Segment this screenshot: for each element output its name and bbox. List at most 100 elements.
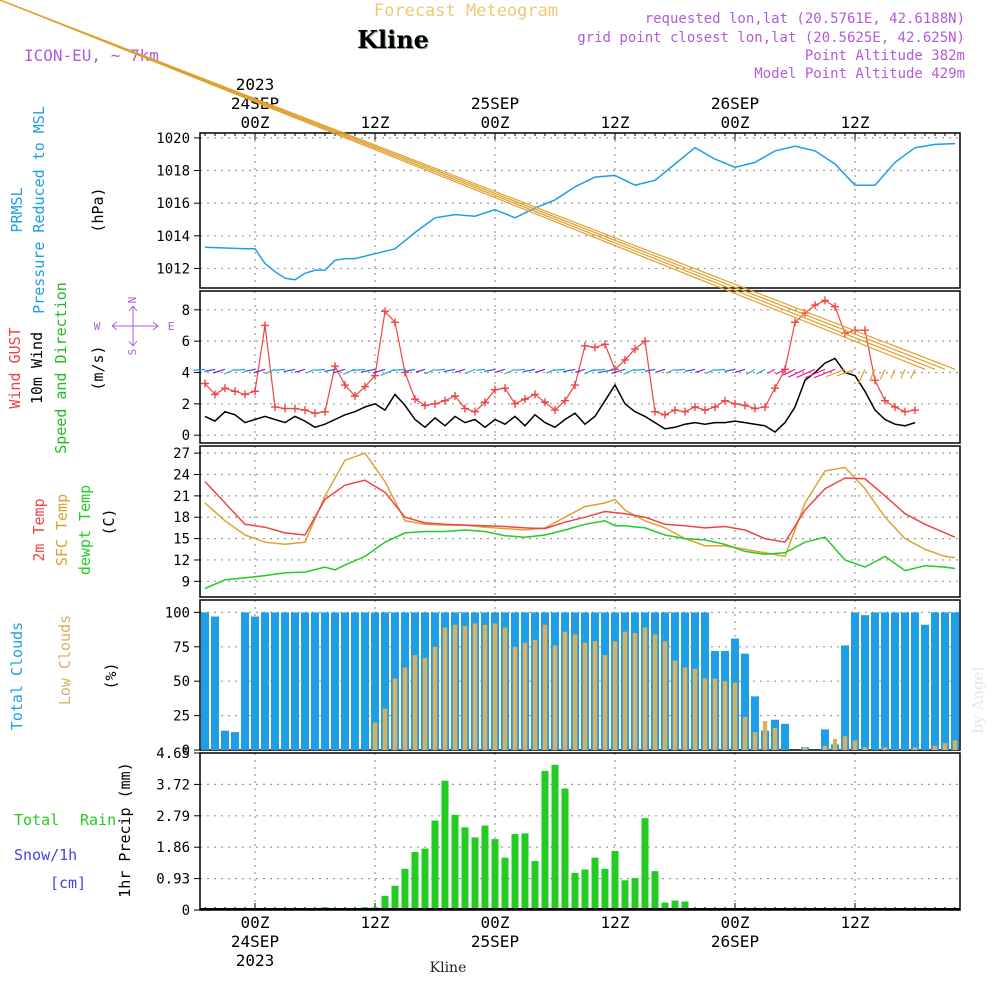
clouds-tick-label: 100 bbox=[165, 605, 190, 621]
gust-marker bbox=[461, 404, 469, 413]
wind-arrow bbox=[504, 368, 516, 375]
time-label: 12Z bbox=[601, 913, 630, 932]
total-cloud-bar bbox=[261, 612, 269, 750]
pressure-label-short: PRMSL bbox=[8, 187, 26, 232]
pressure-line bbox=[204, 142, 956, 281]
time-label: 24SEP bbox=[231, 94, 279, 113]
wind-arrow bbox=[0, 0, 956, 370]
footer-location: Kline bbox=[430, 960, 467, 976]
wind-arrow bbox=[724, 368, 736, 372]
precip-bar bbox=[641, 818, 649, 910]
wind-arrow bbox=[404, 368, 416, 373]
wind-frame bbox=[199, 290, 961, 444]
low-cloud-bar bbox=[682, 667, 688, 750]
total-cloud-bar bbox=[841, 645, 849, 750]
gust-marker bbox=[551, 406, 559, 415]
temp-unit: (C) bbox=[100, 508, 118, 535]
wind-arrow bbox=[464, 368, 476, 375]
gust-marker bbox=[791, 318, 799, 327]
wind-arrow bbox=[534, 368, 546, 373]
low-cloud-bar bbox=[702, 678, 708, 750]
plot-layer: 1012101410161018102002468912151821242702… bbox=[0, 0, 961, 919]
wind-arrow bbox=[435, 368, 446, 371]
clouds-tick-label: 25 bbox=[173, 709, 190, 725]
wind-arrow bbox=[910, 369, 916, 380]
low-cloud-bar bbox=[552, 645, 558, 750]
compass-icon: N S W E bbox=[94, 297, 175, 356]
gust-marker bbox=[891, 402, 899, 411]
precip-unit: 1hr Precip (mm) bbox=[116, 762, 134, 897]
gust-marker bbox=[211, 390, 219, 399]
precip-bar bbox=[541, 770, 549, 910]
rain-label: Rain bbox=[80, 811, 116, 829]
temperature-panel: 2m Temp SFC Temp dewpt Temp (C) bbox=[30, 485, 118, 575]
precip-frame bbox=[199, 752, 961, 911]
pressure-panel: PRMSL Pressure Reduced to MSL (hPa) bbox=[8, 106, 107, 314]
wind-arrow bbox=[193, 368, 206, 371]
gust-marker bbox=[831, 302, 839, 311]
wind-arrow bbox=[890, 369, 896, 379]
low-cloud-bar bbox=[652, 634, 658, 750]
precip-tick-label: 0.93 bbox=[156, 872, 190, 888]
low-cloud-bar bbox=[382, 708, 388, 750]
gust-marker bbox=[251, 387, 259, 396]
total-cloud-bar bbox=[931, 612, 939, 750]
precip-bar bbox=[591, 857, 599, 910]
closest-coords: grid point closest lon,lat (20.5625E, 42… bbox=[577, 30, 965, 46]
gust-marker bbox=[591, 343, 599, 352]
wind-arrow bbox=[796, 368, 816, 379]
gust-marker bbox=[621, 355, 629, 364]
wind-panel: Wind GUST 10m Wind Speed and Direction (… bbox=[6, 282, 174, 454]
gust-marker bbox=[361, 382, 369, 391]
wind-tick-label: 0 bbox=[182, 428, 190, 444]
compass-e: E bbox=[168, 320, 175, 333]
wind-arrow bbox=[666, 368, 676, 374]
temp-axes: 9 12 15 18 21 24 27 bbox=[173, 445, 961, 598]
precip-bar bbox=[561, 788, 569, 910]
wind-arrow bbox=[294, 368, 306, 374]
low-cloud-bar bbox=[882, 747, 888, 750]
gust-marker bbox=[261, 321, 269, 330]
precip-bar bbox=[671, 900, 679, 910]
low-cloud-bar bbox=[942, 743, 948, 750]
precip-bar bbox=[511, 834, 519, 910]
wind-arrow bbox=[223, 368, 236, 375]
total-cloud-bar bbox=[951, 612, 959, 750]
low-cloud-bar bbox=[642, 627, 648, 750]
temp2m-line bbox=[204, 477, 956, 544]
compass-w: W bbox=[94, 320, 101, 333]
wind-arrow bbox=[597, 368, 616, 374]
wind-arrow bbox=[264, 368, 276, 375]
total-cloud-bar bbox=[781, 723, 789, 750]
wind-arrow bbox=[306, 368, 316, 374]
low-cloud-bar bbox=[482, 624, 488, 750]
precip-bar bbox=[471, 837, 479, 910]
total-cloud-bar bbox=[901, 612, 909, 750]
gust-marker bbox=[901, 407, 909, 416]
pressure-label-long: Pressure Reduced to MSL bbox=[30, 106, 48, 314]
time-label: 24SEP bbox=[231, 932, 279, 951]
low-cloud-bar bbox=[852, 740, 858, 750]
precip-tick-label: 2.79 bbox=[156, 809, 190, 825]
wind-tick-label: 4 bbox=[182, 365, 190, 381]
precip-bar bbox=[531, 861, 539, 910]
wind-arrow bbox=[234, 368, 246, 371]
gust-marker bbox=[711, 402, 719, 411]
low-cloud-bar bbox=[372, 722, 378, 750]
wind-arrow bbox=[562, 368, 576, 373]
temp-tick-label: 12 bbox=[173, 553, 190, 569]
total-cloud-bar bbox=[311, 612, 319, 750]
gust-marker bbox=[721, 396, 729, 405]
wind-arrow bbox=[869, 369, 876, 382]
low-cloud-bar bbox=[422, 657, 428, 750]
wind-arrow bbox=[684, 368, 696, 372]
gust-marker bbox=[421, 401, 429, 410]
total-cloud-bar bbox=[291, 612, 299, 750]
low-cloud-bar bbox=[392, 678, 398, 750]
time-label: 12Z bbox=[361, 113, 390, 132]
pressure-unit: (hPa) bbox=[89, 187, 107, 232]
low-cloud-bar bbox=[862, 747, 868, 750]
low-cloud-bar bbox=[672, 660, 678, 750]
total-cloud-bar bbox=[321, 612, 329, 750]
